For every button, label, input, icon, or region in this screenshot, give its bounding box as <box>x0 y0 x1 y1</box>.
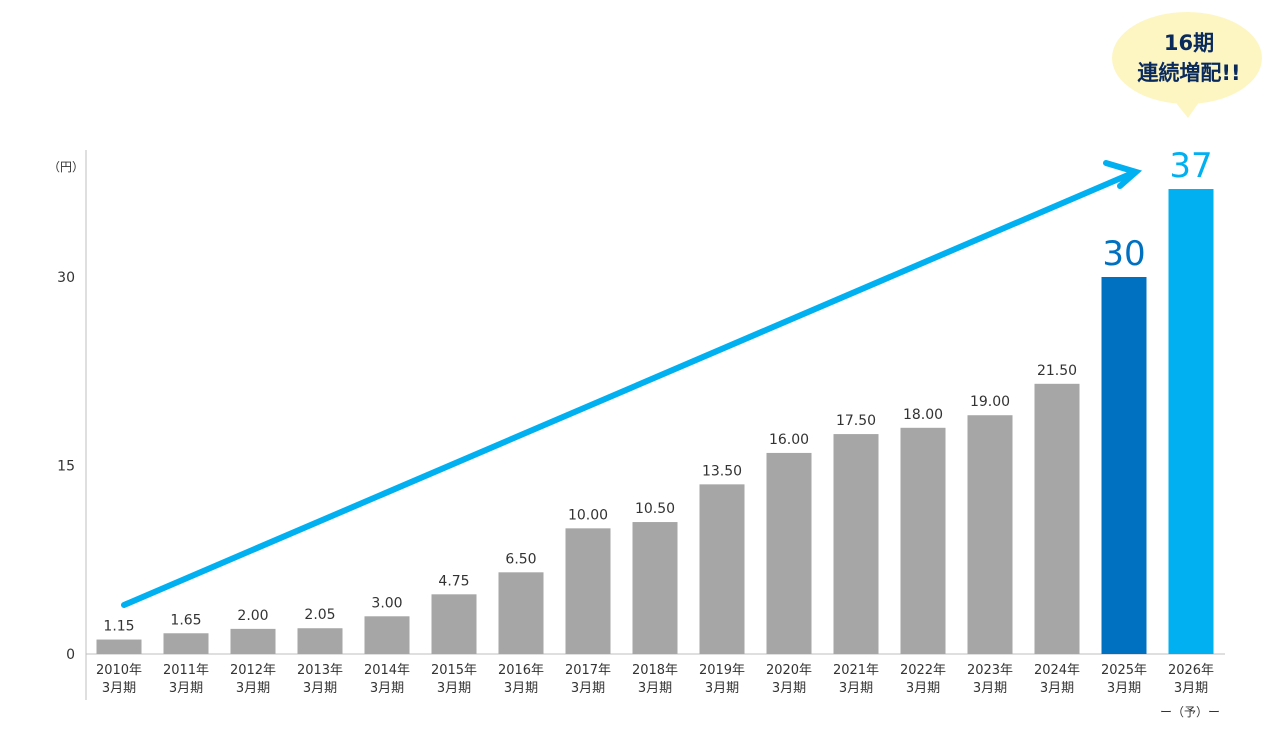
x-tick-label: 3月期 <box>437 681 471 696</box>
x-tick-label: 2021年 <box>833 663 879 678</box>
data-label: 3.00 <box>371 595 402 611</box>
x-tick-label: 3月期 <box>303 681 337 696</box>
x-tick-label: 3月期 <box>1174 681 1208 696</box>
bar <box>632 522 678 654</box>
bar <box>900 427 946 654</box>
bar <box>967 415 1013 654</box>
x-tick-label: 2016年 <box>498 663 544 678</box>
y-tick-label: 30 <box>57 270 75 286</box>
x-tick-label: 2026年 <box>1168 663 1214 678</box>
annotation-line-1: 16期 <box>1164 31 1214 55</box>
x-tick-label: 3月期 <box>638 681 672 696</box>
bar <box>163 633 209 654</box>
data-label: 10.50 <box>635 501 675 517</box>
bar <box>96 639 142 654</box>
bar <box>1101 277 1147 654</box>
data-label: 37 <box>1169 146 1212 186</box>
bar <box>766 452 812 654</box>
data-label: 19.00 <box>970 394 1010 410</box>
x-tick-label: 3月期 <box>772 681 806 696</box>
x-tick-label: 3月期 <box>102 681 136 696</box>
data-label: 2.05 <box>304 607 335 623</box>
x-tick-label: 2015年 <box>431 663 477 678</box>
x-tick-label: 2020年 <box>766 663 812 678</box>
bar <box>565 528 611 654</box>
bar <box>1034 383 1080 654</box>
data-label: 6.50 <box>505 551 536 567</box>
data-label: 16.00 <box>769 432 809 448</box>
data-label: 13.50 <box>702 463 742 479</box>
forecast-note: ー（予）ー <box>1160 705 1220 719</box>
x-tick-label: 2017年 <box>565 663 611 678</box>
y-axis-unit-label: （円） <box>48 160 84 174</box>
x-tick-label: 3月期 <box>370 681 404 696</box>
x-tick-label: 2014年 <box>364 663 410 678</box>
y-tick-label: 0 <box>66 647 75 663</box>
bar <box>230 628 276 654</box>
x-tick-label: 3月期 <box>571 681 605 696</box>
x-tick-label: 2023年 <box>967 663 1013 678</box>
x-tick-label: 3月期 <box>705 681 739 696</box>
annotation-bubble <box>1112 12 1262 104</box>
bar <box>699 484 745 654</box>
annotation-bubble-tail <box>1172 98 1202 118</box>
data-label: 21.50 <box>1037 363 1077 379</box>
trend-arrow-line <box>121 172 1131 608</box>
x-tick-label: 2018年 <box>632 663 678 678</box>
x-tick-label: 2012年 <box>230 663 276 678</box>
x-tick-label: 2025年 <box>1101 663 1147 678</box>
x-tick-label: 3月期 <box>839 681 873 696</box>
x-tick-label: 2011年 <box>163 663 209 678</box>
x-tick-label: 2010年 <box>96 663 142 678</box>
x-tick-label: 3月期 <box>1107 681 1141 696</box>
data-label: 17.50 <box>836 413 876 429</box>
bar <box>833 434 879 654</box>
data-label: 10.00 <box>568 507 608 523</box>
x-tick-label: 3月期 <box>1040 681 1074 696</box>
x-tick-label: 3月期 <box>169 681 203 696</box>
x-tick-label: 2013年 <box>297 663 343 678</box>
bar <box>498 572 544 654</box>
bar <box>1168 189 1214 655</box>
y-tick-label: 15 <box>57 459 75 475</box>
bar <box>364 616 410 654</box>
trend-arrow-head <box>1103 160 1143 189</box>
x-tick-label: 3月期 <box>973 681 1007 696</box>
x-tick-label: 3月期 <box>236 681 270 696</box>
x-tick-label: 3月期 <box>504 681 538 696</box>
data-label: 18.00 <box>903 407 943 423</box>
data-label: 1.15 <box>103 619 134 635</box>
x-tick-label: 2022年 <box>900 663 946 678</box>
x-tick-label: 2019年 <box>699 663 745 678</box>
data-label: 1.65 <box>170 612 201 628</box>
x-tick-label: 2024年 <box>1034 663 1080 678</box>
data-label: 2.00 <box>237 608 268 624</box>
data-label: 30 <box>1102 234 1145 274</box>
bar <box>431 594 477 654</box>
x-tick-label: 3月期 <box>906 681 940 696</box>
data-label: 4.75 <box>438 573 469 589</box>
annotation-line-2: 連続増配!! <box>1137 61 1240 85</box>
bar <box>297 628 343 654</box>
